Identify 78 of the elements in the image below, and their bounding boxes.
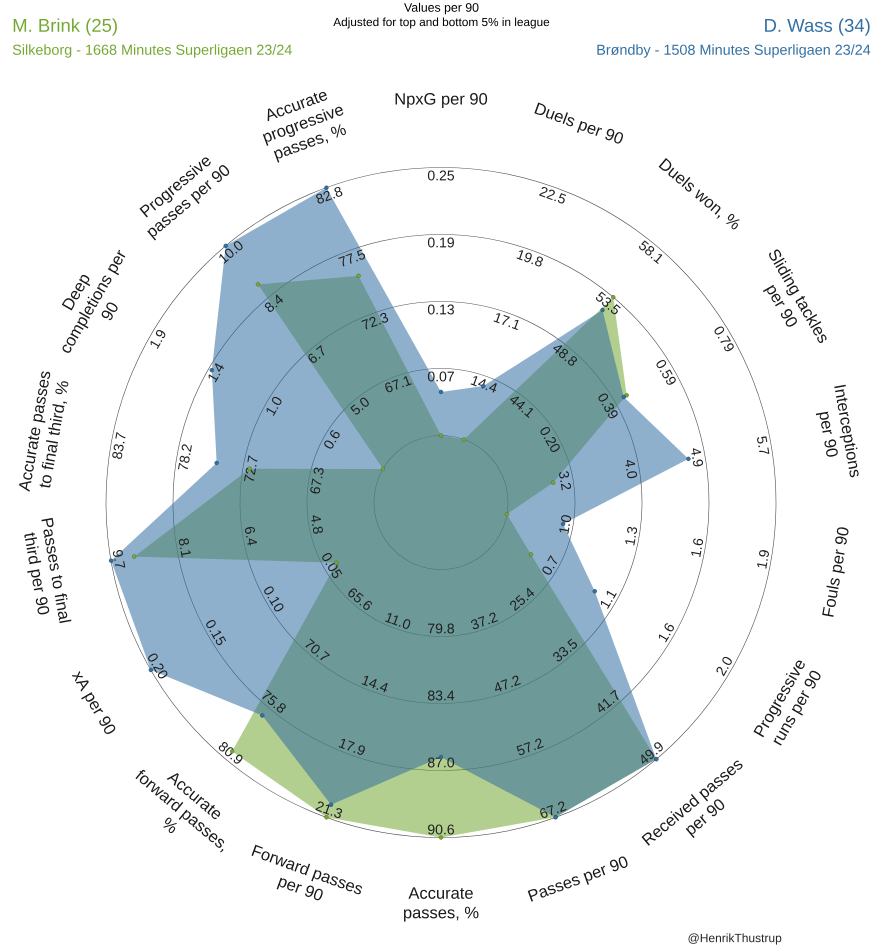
text: 2.0 (716, 656, 732, 676)
text: 67.3 (310, 468, 324, 494)
text: 9.7 (112, 550, 126, 568)
text: 25.4 (510, 588, 534, 612)
text: 67.1 (385, 376, 412, 392)
text: 1.9 (150, 330, 166, 349)
text: 47.2 (495, 676, 521, 692)
text: 8.4 (264, 294, 284, 312)
text: 1.0 (266, 396, 282, 416)
text: 1.6 (691, 538, 704, 558)
text: 72.3 (361, 312, 388, 330)
text: 79.8 (428, 624, 454, 634)
text: 0.7 (542, 555, 558, 575)
text: 78.2 (178, 444, 192, 470)
text: @HenrikThustrup (688, 933, 782, 945)
text: 1.0 (559, 515, 572, 534)
text: 80.9 (218, 742, 243, 764)
text: 0.13 (428, 304, 454, 314)
text: D. Wass (34) (765, 18, 870, 36)
text: 1.9 (757, 550, 769, 569)
text: 5.0 (350, 398, 369, 415)
spoke-label: Passes to final third per 90 (24, 518, 72, 624)
text: 87.0 (428, 758, 454, 768)
text: 41.7 (598, 690, 619, 712)
text: 65.6 (348, 588, 372, 610)
text: 70.7 (305, 638, 330, 660)
text: 22.5 (539, 186, 566, 204)
text: 0.25 (428, 170, 454, 180)
text: 11.0 (384, 613, 410, 629)
text: 3.2 (559, 471, 572, 490)
chart-title: Values per 90 (404, 2, 478, 14)
text: 83.7 (112, 432, 126, 459)
spoke-label: Accurate passes to final third, % (19, 371, 68, 492)
text: 90.6 (428, 824, 454, 834)
text: 4.0 (625, 460, 638, 478)
text: 17.9 (338, 738, 365, 755)
text: 1.4 (208, 363, 224, 382)
text: 53.5 (596, 292, 621, 314)
text: 0.19 (428, 238, 454, 248)
text: 75.8 (262, 690, 286, 713)
text: 67.2 (540, 801, 567, 818)
text: 8.1 (178, 538, 191, 558)
text: 77.5 (338, 249, 366, 266)
text: 1.3 (625, 526, 638, 546)
text: 44.1 (510, 396, 534, 418)
text: Brøndby - 1508 Minutes Superligaen 23/24 (597, 44, 870, 58)
chart-subtitle: Adjusted for top and bottom 5% in league (333, 18, 550, 28)
spoke-label: Accurate passes, % (404, 887, 478, 922)
text: 4.9 (691, 448, 704, 466)
text: 49.9 (641, 742, 663, 764)
text: 14.4 (362, 676, 388, 692)
text: 0.07 (428, 372, 454, 382)
text: 5.7 (757, 436, 770, 454)
text: 1.6 (658, 623, 674, 642)
text: M. Brink (25) (14, 18, 117, 36)
spoke-label: xA per 90 (72, 670, 116, 734)
spoke-label: NpxG per 90 (396, 93, 488, 108)
text: 58.1 (639, 240, 662, 264)
text: Silkeborg - 1668 Minutes Superligaen 23/24 (12, 44, 292, 58)
text: 17.1 (494, 313, 519, 330)
text: 82.8 (316, 186, 342, 204)
spoke-label: Fouls per 90 (822, 527, 848, 617)
text: 83.4 (428, 690, 454, 700)
text: 0.6 (324, 430, 340, 449)
text: 6.4 (245, 526, 258, 546)
spoke-label: Interceptions per 90 (816, 384, 859, 478)
text: 6.7 (308, 345, 324, 363)
text: 48.8 (553, 345, 578, 366)
text: 37.2 (471, 612, 498, 630)
spoke-label: Passes per 90 (528, 856, 628, 902)
text: 1.1 (600, 590, 617, 609)
text: 57.2 (516, 738, 544, 756)
text: 33.5 (553, 638, 577, 662)
text: 10.0 (219, 241, 243, 264)
text: 4.8 (311, 515, 323, 534)
text: 21.3 (315, 802, 342, 818)
spoke-label: Duels per 90 (534, 102, 623, 144)
text: 19.8 (516, 250, 543, 266)
